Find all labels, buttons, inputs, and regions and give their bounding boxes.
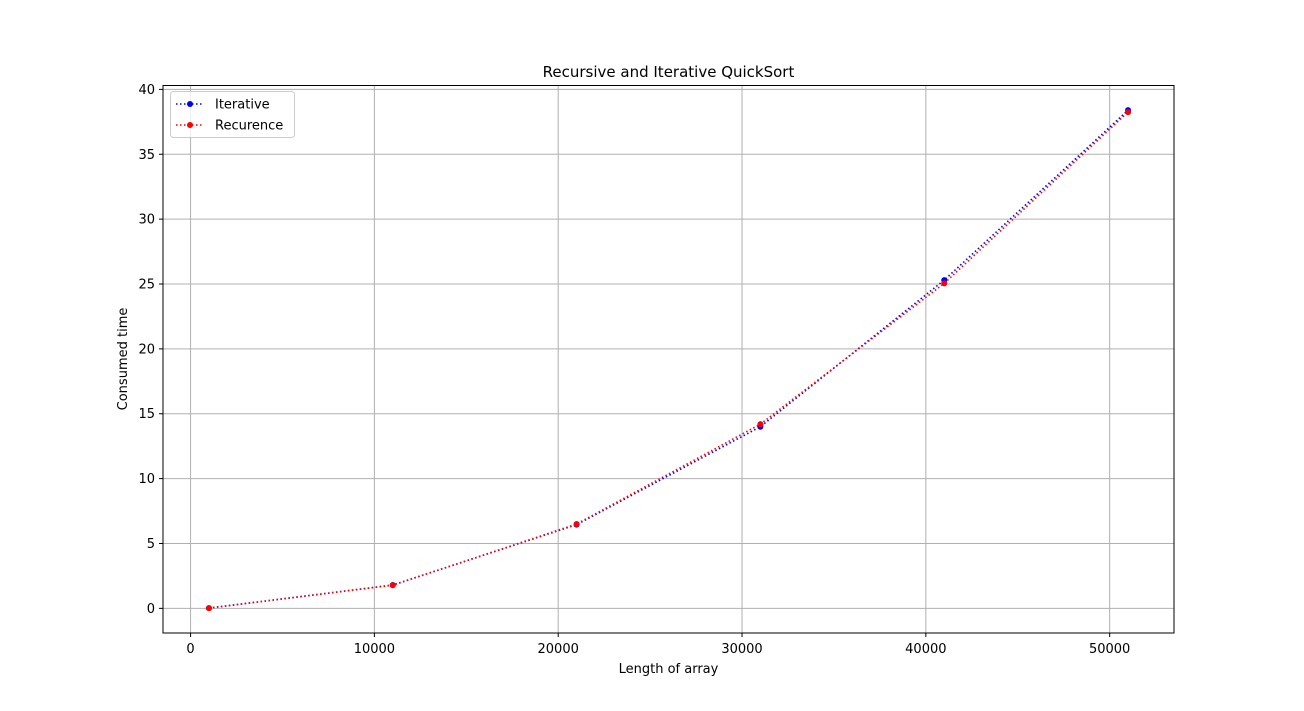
y-tick-label: 5 (147, 537, 155, 552)
x-tick-label: 20000 (538, 642, 579, 657)
y-tick-label: 15 (138, 407, 155, 422)
legend: Iterative Recurence (170, 91, 295, 138)
y-tick-label: 30 (138, 213, 155, 228)
grid (163, 85, 1174, 633)
legend-marker-iterative (187, 101, 193, 107)
legend-frame (170, 91, 295, 138)
series-lines (205, 107, 1132, 612)
legend-marker-recurence (187, 122, 193, 128)
plot-frame (162, 85, 1175, 634)
y-axis-label: Consumed time (116, 308, 131, 411)
data-point-recurence (205, 605, 212, 612)
y-tick-label: 0 (147, 602, 155, 617)
x-tick-label: 10000 (354, 642, 395, 657)
x-tick-label: 40000 (905, 642, 946, 657)
data-point-recurence (1125, 109, 1132, 116)
x-tick-label: 0 (186, 642, 194, 657)
y-tick-label: 35 (138, 148, 155, 163)
x-axis-label: Length of array (619, 662, 719, 677)
y-tick-label: 20 (138, 342, 155, 357)
data-point-recurence (941, 280, 948, 287)
data-point-recurence (389, 582, 396, 589)
y-tick-label: 25 (138, 278, 155, 293)
y-tick-label: 10 (138, 472, 155, 487)
plot-area (163, 85, 1174, 633)
legend-label-iterative: Iterative (215, 98, 270, 113)
y-tick-label: 40 (138, 83, 155, 98)
data-point-recurence (573, 521, 580, 528)
x-tick-label: 50000 (1089, 642, 1130, 657)
data-point-recurence (757, 421, 764, 428)
legend-label-recurence: Recurence (215, 119, 283, 134)
x-axis-ticks: 0 10000 20000 30000 40000 50000 (186, 633, 1130, 657)
x-tick-label: 30000 (721, 642, 762, 657)
chart-title: Recursive and Iterative QuickSort (543, 63, 795, 81)
y-axis-ticks: 0 5 10 15 20 25 30 35 40 (138, 83, 163, 617)
